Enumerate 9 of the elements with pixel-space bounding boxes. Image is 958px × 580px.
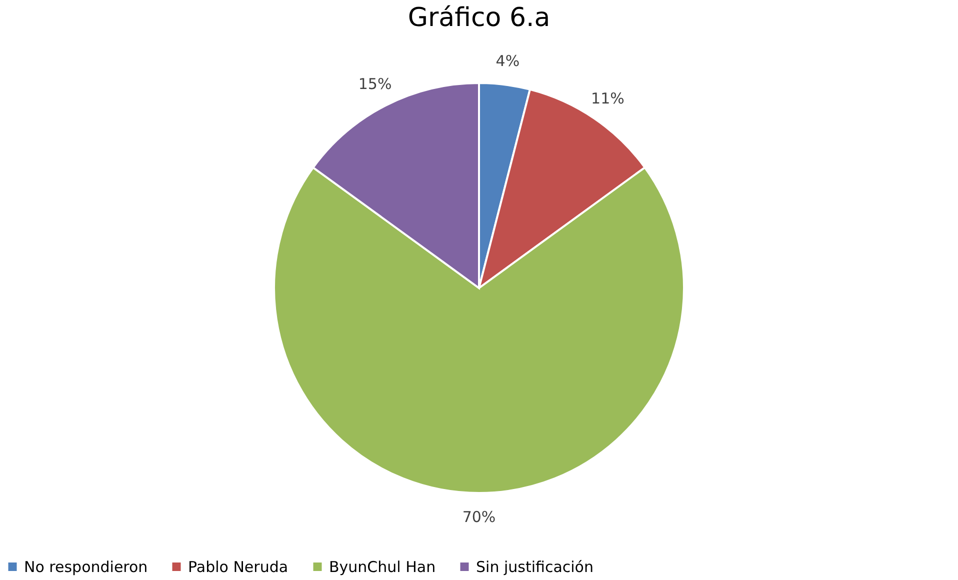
data-label: 15% (358, 74, 392, 93)
data-label: 70% (462, 508, 496, 526)
data-label: 4% (496, 52, 520, 70)
legend-label: Sin justificación (476, 558, 594, 576)
legend-label: No respondieron (24, 558, 148, 576)
data-label: 11% (591, 90, 624, 108)
legend-label: Pablo Neruda (188, 558, 288, 576)
chart-title: Gráfico 6.a (408, 3, 550, 33)
legend-label: ByunChul Han (329, 558, 436, 576)
